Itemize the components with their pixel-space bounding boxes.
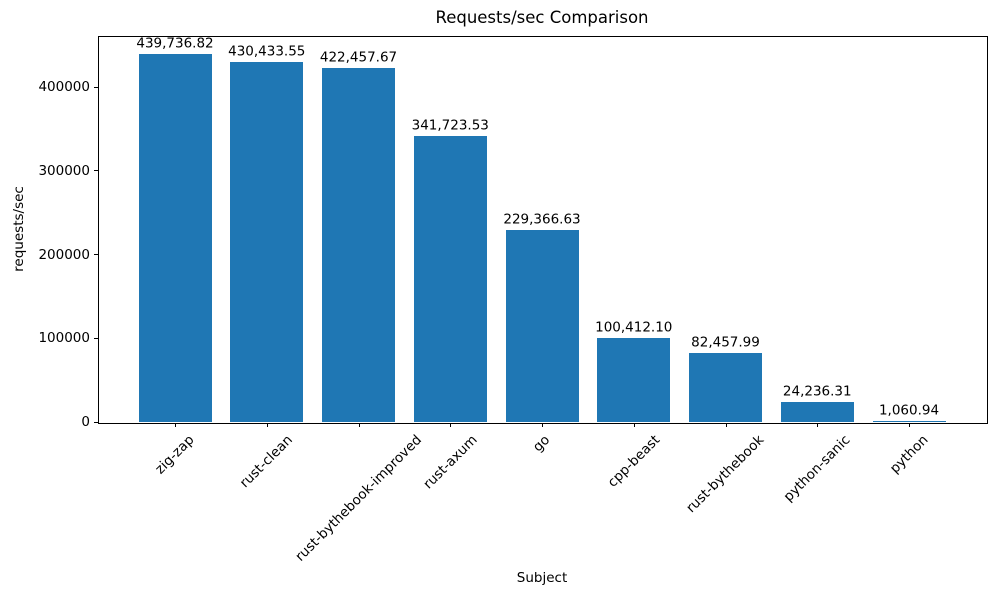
x-tick-label: rust-bythebook-improved [291,432,425,565]
x-tick [175,423,176,427]
bar-value-label: 422,457.67 [319,49,398,66]
y-tick [94,170,98,172]
bar-value-label: 229,366.63 [503,211,581,228]
chart-title: Requests/sec Comparison [435,8,649,27]
x-tick [450,423,452,427]
x-tick-label: zig-zap [152,432,198,478]
bar-cpp-beast [597,337,671,422]
bar-value-label: 100,412.10 [595,319,673,336]
y-tick-label: 300000 [38,162,90,179]
y-tick-label: 100000 [38,330,90,347]
x-tick-label: python-sanic [780,432,854,505]
bar-python-sanic [780,401,854,422]
bar-value-label: 430,433.55 [228,43,306,60]
x-tick-label: rust-axum [420,432,481,493]
bar-value-label: 24,236.31 [782,383,852,400]
y-tick [94,337,98,339]
x-tick-label: python [886,432,932,477]
bar-value-label: 341,723.53 [411,117,489,134]
x-tick [542,423,543,427]
x-tick [725,423,727,427]
bar-go [505,229,579,422]
y-tick-label: 200000 [38,246,90,263]
x-tick-label: rust-bythebook [683,432,768,517]
bar-value-label: 439,736.82 [136,35,214,52]
y-tick [94,86,98,88]
x-tick [633,423,635,427]
x-tick-label: go [530,432,554,456]
x-tick [817,423,819,427]
bar-rust-bythebook-improved [322,68,395,422]
bar-zig-zap [138,53,212,422]
bar-rust-axum [413,135,487,422]
y-tick-label: 0 [81,414,90,430]
y-tick [94,254,98,256]
x-tick [358,423,360,427]
y-tick-label: 400000 [38,79,90,96]
bar-value-label: 82,457.99 [691,334,760,351]
x-tick-label: rust-clean [236,432,297,492]
x-axis-label: Subject [516,570,568,586]
bar-value-label: 1,060.94 [878,402,940,419]
bar-rust-bythebook [689,352,762,422]
x-tick [266,423,268,427]
x-tick-label: cpp-beast [604,432,664,491]
bar-rust-clean [230,61,304,422]
bar-python [872,421,946,422]
y-tick [94,421,98,423]
x-tick [909,423,910,427]
y-axis-label: requests/sec [11,186,27,272]
